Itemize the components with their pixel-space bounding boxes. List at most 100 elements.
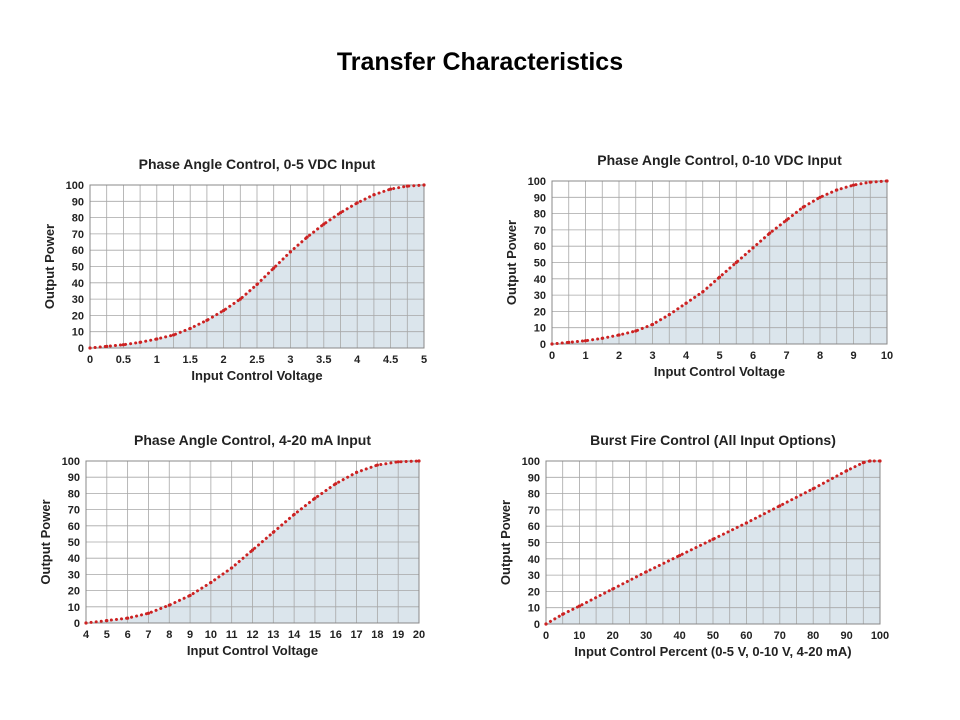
data-point	[138, 340, 142, 344]
y-tick-label: 0	[78, 343, 84, 355]
x-tick-label: 0.5	[116, 354, 131, 366]
data-point	[105, 344, 109, 348]
data-point	[544, 622, 548, 626]
x-tick-label: 18	[371, 629, 383, 641]
x-tick-label: 6	[750, 350, 756, 362]
x-tick-label: 16	[330, 629, 342, 641]
data-point	[171, 333, 176, 337]
y-axis-label: Output Power	[504, 220, 519, 305]
y-tick-label: 90	[528, 472, 540, 484]
data-point	[617, 333, 621, 337]
x-tick-label: 13	[267, 629, 279, 641]
data-point	[611, 587, 615, 591]
data-point	[422, 183, 426, 187]
data-point	[634, 329, 638, 333]
chart-burst-fire: Burst Fire Control (All Input Options) 0 1…	[498, 432, 889, 659]
y-tick-label: 30	[528, 570, 540, 582]
data-point	[230, 566, 234, 570]
x-tick-label: 2	[221, 354, 227, 366]
chart-0-5-vdc: Phase Angle Control, 0-5 VDC Input 0 0.5 1 1…	[42, 156, 427, 383]
y-tick-label: 80	[72, 213, 84, 225]
x-tick-label: 9	[187, 629, 193, 641]
data-point	[255, 282, 259, 287]
data-point	[126, 616, 130, 620]
x-axis-label: Input Control Voltage	[654, 364, 785, 379]
x-tick-label: 5	[104, 629, 110, 641]
data-point	[818, 195, 822, 199]
data-point	[861, 461, 865, 465]
data-point	[188, 326, 192, 331]
data-point	[868, 459, 872, 463]
data-point	[84, 621, 88, 625]
page-title: Transfer Characteristics	[336, 48, 624, 76]
data-point	[292, 512, 296, 517]
y-tick-label: 100	[528, 176, 546, 188]
x-axis-label: Input Control Voltage	[187, 643, 318, 658]
y-tick-label: 90	[72, 196, 84, 208]
y-tick-label: 30	[534, 290, 546, 302]
x-tick-label: 10	[573, 630, 585, 642]
y-tick-label: 60	[528, 521, 540, 533]
data-point	[355, 201, 359, 205]
x-tick-label: 30	[640, 630, 652, 642]
data-point	[734, 260, 738, 265]
x-tick-label: 60	[740, 630, 752, 642]
data-point	[271, 530, 275, 534]
data-point	[188, 593, 192, 598]
y-tick-label: 90	[68, 472, 80, 484]
y-tick-label: 20	[528, 586, 540, 598]
x-tick-label: 90	[840, 630, 852, 642]
data-point	[338, 211, 343, 215]
data-point	[550, 342, 554, 346]
y-tick-label: 50	[68, 537, 80, 549]
x-tick-label: 3.5	[316, 354, 331, 366]
data-point	[583, 339, 588, 343]
y-tick-label: 60	[72, 245, 84, 257]
x-tick-label: 20	[607, 630, 619, 642]
x-tick-label: 14	[288, 629, 301, 641]
x-tick-label: 2	[616, 350, 622, 362]
y-tick-label: 70	[534, 225, 546, 237]
data-point	[167, 603, 171, 607]
data-point	[644, 570, 648, 574]
y-tick-label: 60	[534, 241, 546, 253]
data-point	[209, 580, 213, 585]
y-tick-label: 0	[540, 339, 546, 351]
data-point	[155, 337, 159, 341]
y-tick-label: 30	[68, 569, 80, 581]
x-tick-label: 80	[807, 630, 819, 642]
data-point	[650, 322, 655, 327]
data-point	[354, 470, 359, 474]
series-line	[84, 459, 421, 625]
data-point	[238, 297, 242, 301]
y-axis-label: Output Power	[42, 224, 57, 309]
x-tick-label: 100	[871, 630, 889, 642]
x-tick-label: 0	[87, 354, 93, 366]
data-point	[711, 537, 715, 541]
y-axis-label: Output Power	[498, 500, 513, 585]
data-point	[751, 246, 755, 250]
data-point	[567, 340, 571, 344]
x-axis-label: Input Control Percent (0-5 V, 0-10 V, 4-…	[574, 644, 851, 659]
y-tick-label: 80	[534, 209, 546, 221]
data-point	[561, 612, 565, 616]
x-tick-label: 8	[817, 350, 823, 362]
x-tick-label: 5	[421, 354, 427, 366]
y-tick-label: 70	[68, 505, 80, 517]
y-tick-label: 40	[534, 274, 546, 286]
x-tick-label: 15	[309, 629, 321, 641]
data-point	[396, 460, 400, 464]
data-point	[811, 487, 815, 491]
x-tick-label: 17	[350, 629, 362, 641]
data-point	[801, 205, 805, 209]
x-tick-label: 3	[649, 350, 655, 362]
chart-4-20-ma: Phase Angle Control, 4-20 mA Input 4 5 6 7 8 9…	[38, 432, 425, 658]
data-point	[405, 184, 409, 188]
x-tick-label: 4	[83, 629, 90, 641]
x-tick-label: 7	[783, 350, 789, 362]
x-axis-label: Input Control Voltage	[191, 368, 322, 383]
x-tick-label: 1	[154, 354, 160, 366]
x-tick-label: 8	[166, 629, 172, 641]
data-point	[701, 290, 705, 294]
data-point	[885, 179, 889, 183]
